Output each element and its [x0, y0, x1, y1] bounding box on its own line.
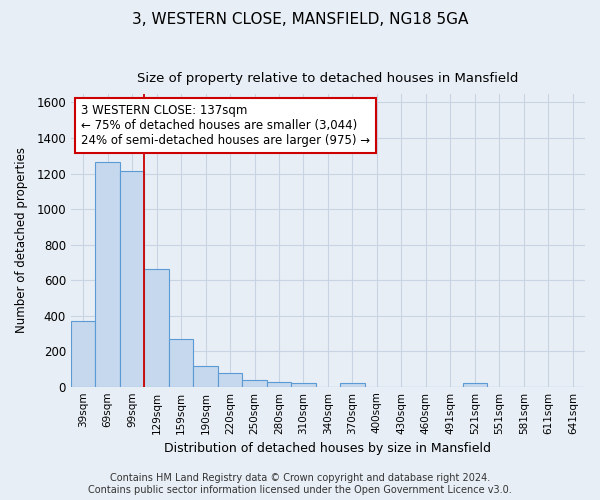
Bar	[463, 383, 487, 386]
Text: 3, WESTERN CLOSE, MANSFIELD, NG18 5GA: 3, WESTERN CLOSE, MANSFIELD, NG18 5GA	[132, 12, 468, 28]
Bar	[267, 382, 291, 386]
Y-axis label: Number of detached properties: Number of detached properties	[15, 147, 28, 333]
Bar	[242, 380, 267, 386]
Bar	[71, 321, 95, 386]
Bar	[145, 268, 169, 386]
X-axis label: Distribution of detached houses by size in Mansfield: Distribution of detached houses by size …	[164, 442, 491, 455]
Title: Size of property relative to detached houses in Mansfield: Size of property relative to detached ho…	[137, 72, 518, 86]
Bar	[291, 383, 316, 386]
Text: Contains HM Land Registry data © Crown copyright and database right 2024.
Contai: Contains HM Land Registry data © Crown c…	[88, 474, 512, 495]
Bar	[169, 338, 193, 386]
Bar	[193, 366, 218, 386]
Bar	[95, 162, 120, 386]
Bar	[340, 383, 365, 386]
Bar	[218, 374, 242, 386]
Bar	[120, 171, 145, 386]
Text: 3 WESTERN CLOSE: 137sqm
← 75% of detached houses are smaller (3,044)
24% of semi: 3 WESTERN CLOSE: 137sqm ← 75% of detache…	[81, 104, 370, 147]
